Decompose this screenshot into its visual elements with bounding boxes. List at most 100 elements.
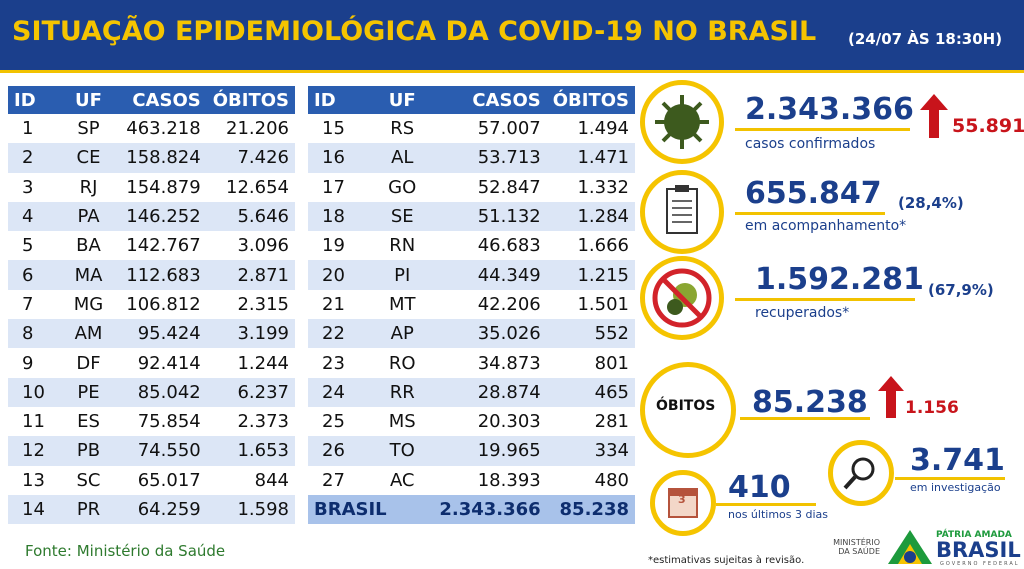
table-row: 11 ES 75.854 2.373 [8, 407, 295, 436]
table-row: 27 AC 18.393 480 [308, 466, 635, 495]
cell: 35.026 [433, 319, 547, 349]
cell: 16 [308, 143, 372, 173]
underline [895, 477, 1005, 480]
cell: 2.315 [237, 293, 289, 315]
slogan: PÁTRIA AMADA [936, 530, 1012, 540]
calendar-day: 3 [678, 493, 686, 506]
confirmed-label: casos confirmados [745, 136, 876, 152]
cell: 28.874 [433, 377, 547, 407]
deaths-badge: ÓBITOS [656, 398, 716, 414]
cell: 480 [594, 469, 629, 491]
cell: 1.244 [237, 352, 289, 374]
title: SITUAÇÃO EPIDEMIOLÓGICA DA COVID-19 NO B… [12, 16, 817, 47]
table-row: 8 AM 95.424 3.199 [8, 319, 295, 349]
underline [716, 503, 816, 506]
cell: 75.854 [137, 411, 201, 433]
followup-value: 655.847 [745, 176, 882, 211]
recovered-pct: (67,9%) [928, 281, 994, 299]
header-row: ID UF CASOS ÓBITOS [308, 86, 635, 114]
column-header: UF [56, 86, 121, 114]
cell: 12.654 [226, 176, 289, 198]
cell: PR [56, 494, 121, 525]
deaths-circle [640, 362, 736, 458]
arrow-up [878, 376, 904, 418]
cell: 34.873 [477, 352, 541, 374]
cell: 112.683 [120, 260, 207, 290]
recent-label: nos últimos 3 dias [728, 508, 829, 521]
cell: BA [76, 235, 101, 257]
cell: AM [56, 319, 121, 349]
table-row: 1 SP 463.218 21.206 [8, 114, 295, 143]
cell: TO [371, 436, 434, 466]
cell: 1.501 [577, 293, 629, 315]
cell: 26 [308, 436, 372, 466]
table-row: 9 DF 92.414 1.244 [8, 348, 295, 377]
table-row: 15 RS 57.007 1.494 [308, 114, 635, 143]
icon-clipboard [640, 170, 724, 254]
cell: 10 [8, 377, 57, 407]
cell: 20 [308, 260, 372, 290]
cell: PE [56, 377, 121, 407]
confirmed-value: 2.343.366 [745, 92, 914, 127]
cell: RN [389, 235, 416, 257]
cell: DF [76, 352, 101, 374]
note: *estimativas sujeitas à revisão. [648, 555, 805, 566]
cell: 7 [22, 293, 34, 315]
icon-recovered [640, 256, 724, 340]
table-row: 12 PB 74.550 1.653 [8, 436, 295, 466]
cell: 25 [322, 411, 345, 433]
cell: ES [77, 411, 100, 433]
investigation-label: em investigação [910, 481, 1001, 494]
underline [740, 417, 870, 420]
table-row: 18 SE 51.132 1.284 [308, 201, 635, 232]
cell: PI [371, 260, 434, 290]
cell: 22 [308, 319, 372, 349]
cell: SP [77, 118, 100, 140]
cell: 3 [22, 176, 34, 198]
cell: 5 [22, 235, 34, 257]
cell: 21 [322, 293, 345, 315]
cell: 1.494 [577, 118, 629, 140]
cell: 281 [594, 411, 629, 433]
recovered-label: recuperados* [755, 305, 850, 321]
cell: 1.653 [206, 436, 295, 466]
cell: 3.199 [206, 319, 295, 349]
cell: 24 [308, 377, 372, 407]
cell: 1.284 [546, 201, 635, 232]
cell: MG [73, 293, 104, 315]
cell: 65.017 [137, 469, 201, 491]
cell: 6 [8, 260, 57, 290]
total-cell: 85.238 [546, 494, 635, 525]
table-row: 23 RO 34.873 801 [308, 348, 635, 377]
cell: 4 [8, 201, 57, 232]
cell: 463.218 [126, 118, 201, 140]
cell: 2 [8, 143, 57, 173]
cell: 64.259 [120, 494, 207, 525]
column-header: ÓBITOS [206, 86, 295, 114]
brand: BRASIL [936, 538, 1021, 562]
cell: 552 [546, 319, 635, 349]
column-header: ID [8, 86, 57, 114]
deaths-increase: 1.156 [905, 398, 959, 418]
cell: 465 [546, 377, 635, 407]
table-row: 5 BA 142.767 3.096 [8, 231, 295, 260]
table-row: 6 MA 112.683 2.871 [8, 260, 295, 290]
icon-search [828, 440, 894, 506]
cell: 53.713 [433, 143, 547, 173]
cell: 19 [322, 235, 345, 257]
table-left: ID UF CASOS ÓBITOS 1 SP 463.218 21.206 2 CE 158.82… [8, 86, 295, 525]
cell: 2.373 [237, 411, 289, 433]
cell: GO [388, 176, 417, 198]
header-row: ID UF CASOS ÓBITOS [8, 86, 295, 114]
cell: 46.683 [477, 235, 541, 257]
column-header: ÓBITOS [546, 86, 635, 114]
cell: CE [56, 143, 121, 173]
column-header: CASOS [120, 86, 207, 114]
cell: 17 [322, 176, 345, 198]
cell: 95.424 [120, 319, 207, 349]
header-band [0, 0, 1024, 73]
cell: 146.252 [120, 201, 207, 232]
cell: AL [371, 143, 434, 173]
cell: 334 [546, 436, 635, 466]
table-row: 19 RN 46.683 1.666 [308, 231, 635, 260]
